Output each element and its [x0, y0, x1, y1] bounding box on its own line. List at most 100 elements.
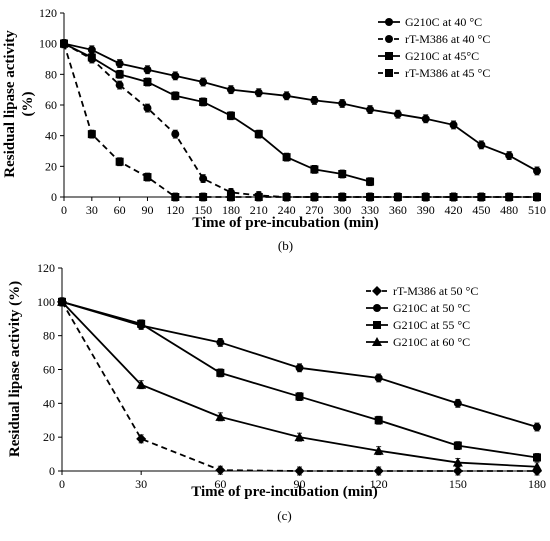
x-tick-label: 450: [472, 203, 490, 217]
data-point: [374, 416, 383, 425]
data-point: [143, 104, 152, 113]
data-point: [533, 193, 541, 201]
data-point: [393, 193, 402, 201]
data-point: [373, 466, 384, 476]
data-point: [254, 130, 263, 139]
data-point: [254, 88, 263, 97]
x-tick-label: 30: [86, 203, 98, 217]
x-tick-label: 360: [389, 203, 407, 217]
series-line: [63, 42, 538, 172]
y-tick-label: 120: [37, 261, 55, 275]
data-point: [295, 392, 304, 401]
y-tick-label: 120: [39, 6, 57, 20]
legend-label: G210C at 45°C: [405, 49, 479, 63]
legend-marker: [373, 304, 381, 312]
series-2: [60, 39, 541, 202]
data-point: [532, 461, 542, 471]
legend-marker: [385, 69, 393, 77]
y-tick-label: 80: [45, 67, 57, 81]
data-point: [282, 153, 291, 162]
series-line: [63, 43, 537, 198]
x-axis-label: Time of pre-incubation (min): [192, 215, 379, 231]
x-tick-label: 330: [361, 203, 379, 217]
y-tick-label: 60: [45, 98, 57, 112]
y-tick-label: 20: [43, 430, 55, 444]
y-axis-label: Residual lipase activity: [2, 30, 18, 178]
x-tick-label: 90: [141, 203, 153, 217]
data-point: [226, 111, 235, 120]
data-point: [533, 453, 541, 462]
legend-marker: [385, 35, 393, 43]
data-point: [87, 130, 96, 139]
y-axis-label: (%): [20, 92, 36, 117]
y-tick-label: 100: [37, 295, 55, 309]
data-point: [338, 170, 347, 178]
y-tick-label: 80: [43, 329, 55, 343]
series-line: [63, 42, 371, 183]
legend-marker: [385, 18, 393, 26]
data-point: [477, 193, 486, 201]
x-tick-label: 60: [214, 477, 226, 491]
data-point: [393, 110, 402, 119]
data-point: [373, 445, 384, 455]
x-tick-label: 420: [445, 203, 463, 217]
data-point: [452, 457, 463, 467]
x-tick-label: 120: [166, 203, 184, 217]
x-tick-label: 30: [135, 477, 147, 491]
data-point: [216, 338, 225, 347]
chart-panel-b: 0 20 40 60 80 100 120 0 30 60 90 120 150 180 210 240 270…: [2, 6, 546, 253]
data-point: [115, 157, 124, 166]
y-tick-label: 20: [45, 159, 57, 173]
data-point: [143, 65, 152, 74]
legend-label: rT-M386 at 50 °C: [393, 284, 478, 298]
data-point: [366, 177, 375, 186]
data-point: [254, 193, 263, 201]
data-point: [199, 193, 208, 201]
data-point: [136, 433, 147, 444]
data-point: [294, 432, 305, 442]
legend: G210C at 40 °C rT-M386 at 40 °C G210C at 4…: [378, 15, 490, 80]
data-point: [57, 296, 67, 306]
legend-label: rT-M386 at 45 °C: [405, 66, 490, 80]
data-point: [226, 193, 235, 201]
y-tick-label: 60: [43, 363, 55, 377]
y-tick-label: 40: [45, 129, 57, 143]
chart-panel-c: 0 20 40 60 80 100 120 0 30 60 90 120 150 180 Time of p…: [7, 261, 546, 523]
x-tick-label: 300: [333, 203, 351, 217]
data-point: [374, 373, 383, 382]
series-3: [60, 39, 375, 187]
x-tick-label: 60: [114, 203, 126, 217]
data-point: [143, 78, 152, 86]
data-point: [505, 193, 514, 201]
legend-marker: [373, 321, 381, 329]
data-point: [505, 151, 514, 160]
data-point: [226, 85, 235, 94]
y-tick-label: 0: [51, 190, 57, 204]
data-point: [143, 173, 152, 182]
data-point: [421, 114, 430, 123]
data-point: [453, 399, 462, 408]
data-point: [453, 441, 462, 450]
data-point: [421, 193, 430, 201]
data-point: [115, 59, 124, 68]
legend-label: G210C at 50 °C: [393, 301, 470, 315]
data-point: [295, 363, 304, 372]
series-4: [60, 39, 541, 202]
y-tick-label: 40: [43, 396, 55, 410]
panel-label: (c): [277, 508, 291, 523]
data-point: [171, 130, 180, 139]
data-point: [215, 465, 226, 476]
data-point: [282, 193, 291, 201]
x-tick-label: 240: [278, 203, 296, 217]
data-point: [199, 97, 208, 106]
data-point: [60, 39, 68, 48]
x-tick-label: 510: [528, 203, 546, 217]
data-point: [449, 120, 458, 129]
x-tick-label: 180: [528, 477, 546, 491]
legend: rT-M386 at 50 °C G210C at 50 °C G210C at 5…: [366, 284, 478, 349]
data-point: [533, 166, 541, 175]
x-tick-label: 0: [61, 203, 67, 217]
y-tick-label: 100: [39, 37, 57, 51]
data-point: [171, 193, 180, 201]
x-tick-label: 90: [294, 477, 306, 491]
